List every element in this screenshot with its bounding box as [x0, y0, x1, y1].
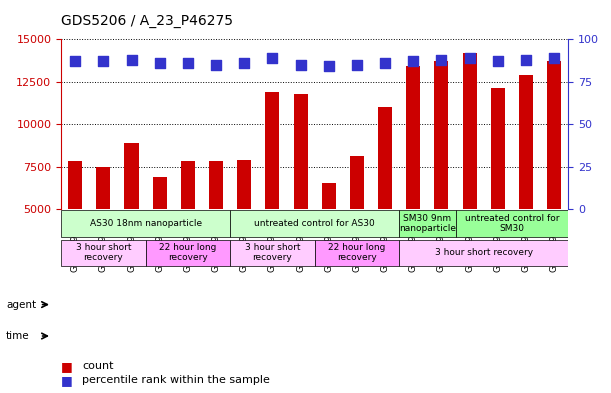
Bar	[491, 88, 505, 294]
Bar	[378, 107, 392, 294]
Bar	[547, 61, 561, 294]
Point	[493, 58, 503, 64]
Text: untreated control for AS30: untreated control for AS30	[254, 219, 375, 228]
Point	[211, 62, 221, 68]
Text: time: time	[6, 331, 30, 341]
Text: AS30 18nm nanoparticle: AS30 18nm nanoparticle	[90, 219, 202, 228]
FancyBboxPatch shape	[399, 240, 568, 266]
Bar	[434, 61, 448, 294]
Text: count: count	[82, 361, 114, 371]
Text: ■: ■	[61, 374, 73, 387]
Text: GDS5206 / A_23_P46275: GDS5206 / A_23_P46275	[61, 13, 233, 28]
Bar	[463, 53, 477, 294]
Point	[296, 62, 306, 68]
Point	[380, 60, 390, 66]
Point	[70, 58, 80, 64]
Text: ■: ■	[61, 360, 73, 373]
FancyBboxPatch shape	[456, 210, 568, 237]
Bar	[181, 162, 195, 294]
Point	[521, 57, 531, 63]
Text: 3 hour short recovery: 3 hour short recovery	[434, 248, 533, 257]
Bar	[406, 66, 420, 294]
Bar	[322, 184, 336, 294]
Bar	[237, 160, 251, 294]
Bar	[519, 75, 533, 294]
FancyBboxPatch shape	[61, 210, 230, 237]
Bar	[293, 94, 307, 294]
Text: percentile rank within the sample: percentile rank within the sample	[82, 375, 270, 386]
Point	[352, 62, 362, 68]
Point	[324, 63, 334, 70]
Bar	[265, 92, 279, 294]
Point	[549, 55, 559, 61]
Text: 22 hour long
recovery: 22 hour long recovery	[328, 243, 386, 263]
FancyBboxPatch shape	[145, 240, 230, 266]
Bar	[97, 167, 111, 294]
Text: SM30 9nm
nanoparticle: SM30 9nm nanoparticle	[399, 214, 456, 233]
Text: agent: agent	[6, 299, 36, 310]
Point	[268, 55, 277, 61]
Text: 3 hour short
recovery: 3 hour short recovery	[76, 243, 131, 263]
Bar	[68, 162, 82, 294]
Bar	[350, 156, 364, 294]
Bar	[209, 162, 223, 294]
FancyBboxPatch shape	[61, 240, 145, 266]
Point	[98, 58, 108, 64]
FancyBboxPatch shape	[230, 210, 399, 237]
Point	[126, 57, 136, 63]
Text: untreated control for
SM30: untreated control for SM30	[464, 214, 559, 233]
Bar	[125, 143, 139, 294]
Point	[465, 55, 475, 61]
FancyBboxPatch shape	[399, 210, 456, 237]
Text: 22 hour long
recovery: 22 hour long recovery	[159, 243, 216, 263]
Text: 3 hour short
recovery: 3 hour short recovery	[244, 243, 300, 263]
Bar	[153, 177, 167, 294]
Point	[436, 57, 446, 63]
Point	[183, 60, 193, 66]
FancyBboxPatch shape	[315, 240, 399, 266]
Point	[240, 60, 249, 66]
FancyBboxPatch shape	[230, 240, 315, 266]
Point	[408, 58, 418, 64]
Point	[155, 60, 164, 66]
